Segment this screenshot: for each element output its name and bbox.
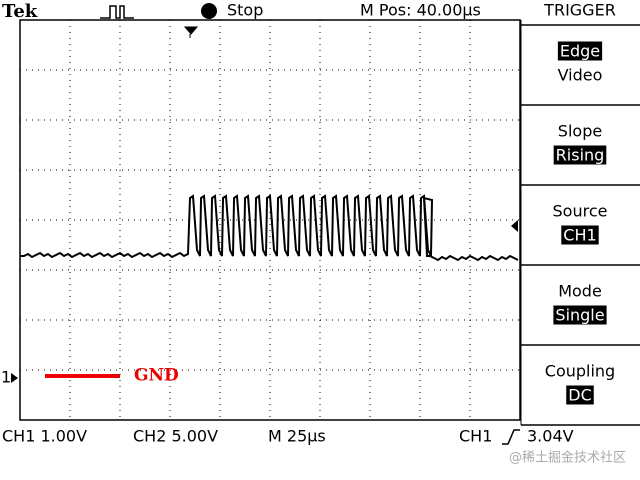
acq-icon [100, 5, 134, 19]
menu-highlight [553, 305, 607, 325]
menu-label: Slope [558, 122, 602, 141]
channel-arrow [11, 373, 18, 383]
menu-label: Coupling [545, 362, 615, 381]
menu-label: Mode [558, 282, 602, 301]
time-scale: M 25µs [268, 427, 326, 446]
trigger-source: CH1 [459, 427, 492, 446]
trigger-level: 3.04V [527, 427, 574, 446]
status: Stop [227, 1, 263, 20]
screen-border [19, 19, 521, 421]
graticule [20, 20, 520, 420]
stop-icon [201, 3, 217, 19]
menu-option[interactable]: Rising [556, 146, 605, 165]
position: M Pos: 40.00µs [360, 1, 481, 20]
slope-icon [502, 429, 520, 445]
menu-option[interactable]: Video [558, 66, 603, 85]
menu-highlight [561, 225, 599, 245]
menu-title: TRIGGER [543, 1, 616, 20]
menu-highlight [557, 41, 603, 61]
menu-option[interactable]: CH1 [563, 226, 596, 245]
side-menu: Edge Video Slope Rising Source CH1 Mode Single C… [520, 20, 640, 426]
menu-option[interactable]: Single [555, 306, 604, 325]
menu-label[interactable]: Edge [560, 42, 600, 61]
menu-option[interactable]: DC [568, 386, 592, 405]
menu-highlight [566, 385, 594, 405]
trigger-level-marker [511, 220, 518, 232]
ch1-scale: CH1 1.00V [2, 427, 87, 446]
brand: Tek [2, 1, 38, 22]
trigger-position-marker [183, 26, 199, 38]
channel-marker: 1 [1, 368, 11, 387]
menu-highlight [553, 145, 607, 165]
waveform [20, 194, 519, 262]
ch2-scale: CH2 5.00V [133, 427, 218, 446]
ground-label: GND [134, 366, 179, 386]
menu-label: Source [553, 202, 608, 221]
watermark: @稀土掘金技术社区 [509, 450, 626, 466]
